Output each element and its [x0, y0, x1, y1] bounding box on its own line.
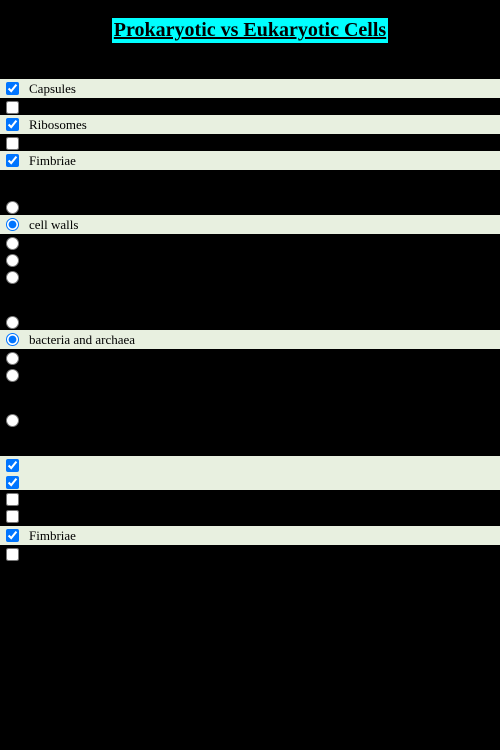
answer-option[interactable] — [0, 234, 500, 251]
answer-option[interactable] — [0, 473, 500, 490]
answer-radio[interactable] — [6, 414, 19, 427]
answer-checkbox[interactable] — [6, 154, 19, 167]
answer-radio[interactable] — [6, 271, 19, 284]
answer-option[interactable] — [0, 313, 500, 330]
question-block: Capsules Ribosomes Fimbriae — [0, 79, 500, 170]
answer-checkbox[interactable] — [6, 548, 19, 561]
answer-option[interactable] — [0, 456, 500, 473]
answer-option[interactable] — [0, 411, 500, 428]
answer-radio[interactable] — [6, 218, 19, 231]
answer-option[interactable] — [0, 268, 500, 285]
answer-option[interactable] — [0, 251, 500, 268]
question-block: bacteria and archaea — [0, 313, 500, 383]
page-title: Prokaryotic vs Eukaryotic Cells — [112, 18, 388, 43]
answer-radio[interactable] — [6, 254, 19, 267]
answer-label: bacteria and archaea — [29, 331, 135, 348]
answer-checkbox[interactable] — [6, 82, 19, 95]
answer-radio[interactable] — [6, 369, 19, 382]
answer-option[interactable] — [0, 198, 500, 215]
answer-radio[interactable] — [6, 237, 19, 250]
answer-checkbox[interactable] — [6, 101, 19, 114]
answer-option[interactable] — [0, 134, 500, 151]
answer-checkbox[interactable] — [6, 529, 19, 542]
answer-checkbox[interactable] — [6, 459, 19, 472]
answer-label: Fimbriae — [29, 527, 76, 544]
answer-option[interactable]: Capsules — [0, 79, 500, 98]
answer-option[interactable] — [0, 366, 500, 383]
question-block: cell walls — [0, 198, 500, 285]
answer-option[interactable]: Fimbriae — [0, 526, 500, 545]
answer-checkbox[interactable] — [6, 493, 19, 506]
answer-option[interactable] — [0, 490, 500, 507]
answer-label: cell walls — [29, 216, 78, 233]
answer-radio[interactable] — [6, 201, 19, 214]
answer-option[interactable] — [0, 349, 500, 366]
answer-checkbox[interactable] — [6, 476, 19, 489]
answer-option[interactable]: cell walls — [0, 215, 500, 234]
answer-checkbox[interactable] — [6, 118, 19, 131]
answer-label: Fimbriae — [29, 152, 76, 169]
answer-checkbox[interactable] — [6, 137, 19, 150]
answer-option[interactable]: Cytoplasm — [0, 507, 500, 526]
answer-radio[interactable] — [6, 333, 19, 346]
answer-label: Cytoplasm — [29, 508, 85, 525]
answer-option[interactable]: bacteria and archaea — [0, 330, 500, 349]
answer-option[interactable] — [0, 545, 500, 562]
answer-option[interactable]: Fimbriae — [0, 151, 500, 170]
answer-label: Ribosomes — [29, 116, 87, 133]
questions-container: Capsules Ribosomes Fimbriae cell walls bacte… — [0, 79, 500, 562]
answer-radio[interactable] — [6, 316, 19, 329]
answer-option[interactable]: Ribosomes — [0, 115, 500, 134]
question-block — [0, 411, 500, 428]
answer-label: Capsules — [29, 80, 76, 97]
answer-option[interactable] — [0, 98, 500, 115]
answer-checkbox[interactable] — [6, 510, 19, 523]
answer-radio[interactable] — [6, 352, 19, 365]
question-block: Cytoplasm Fimbriae — [0, 456, 500, 562]
